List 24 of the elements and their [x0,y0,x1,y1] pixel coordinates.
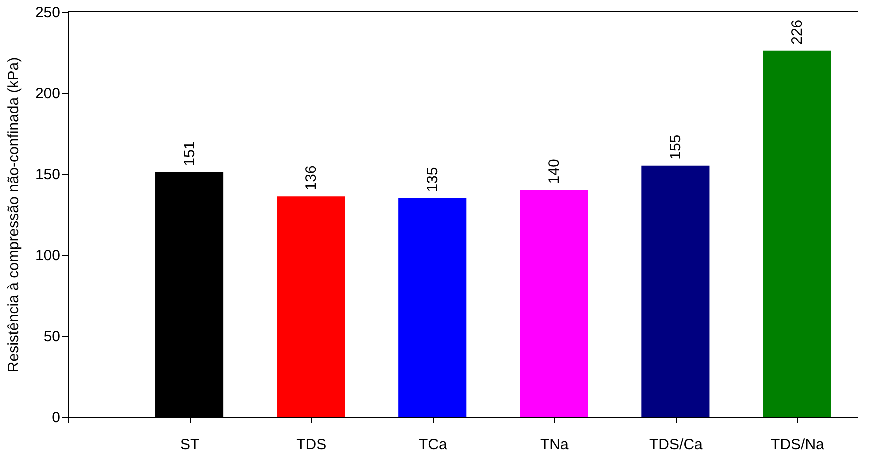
data-label: 136 [303,166,320,191]
x-tick-label: TNa [540,436,570,454]
bar [642,166,710,417]
y-tick-label: 50 [44,328,60,346]
data-label: 135 [424,167,442,192]
x-tick-label: TDS/Na [771,436,826,454]
y-axis-title: Resistência à compressão não-confinada (kPa) [5,57,22,373]
y-tick-label: 150 [35,166,60,184]
y-tick-label: 200 [35,86,60,102]
y-tick-label: 250 [35,4,60,22]
x-tick-label: TDS/Ca [650,436,704,454]
bar [277,196,346,417]
y-tick-label: 100 [35,248,60,264]
y-tick-label: 0 [52,410,60,426]
x-tick-label: TCa [418,436,448,454]
data-label: 226 [789,20,806,45]
x-tick-label: ST [180,436,200,454]
data-label: 151 [182,141,199,166]
bar [398,198,467,417]
bar [520,190,588,417]
data-label: 140 [546,159,564,184]
data-label: 155 [668,134,685,160]
bar [763,50,832,417]
x-tick-label: TDS [296,436,327,454]
